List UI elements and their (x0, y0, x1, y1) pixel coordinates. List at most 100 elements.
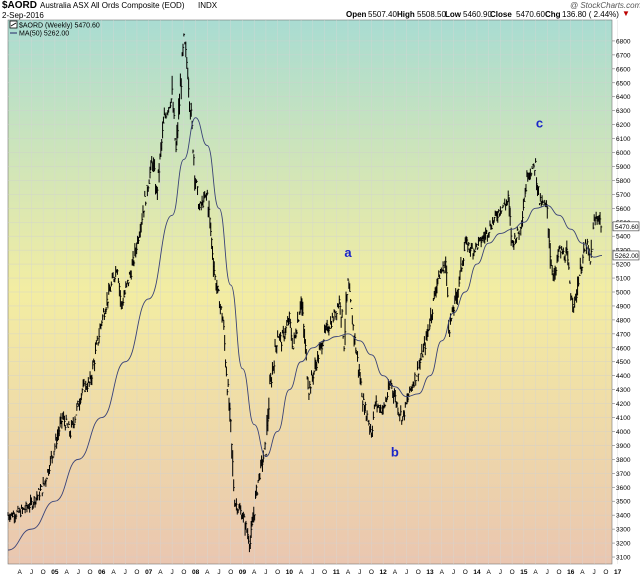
x-tick-label: J (77, 569, 80, 576)
x-tick-label: O (275, 569, 280, 576)
y-tick-label: 5700 (616, 192, 631, 199)
y-tick-label: 6500 (616, 80, 631, 87)
x-tick-label: 16 (567, 569, 575, 576)
x-tick-label: A (158, 569, 163, 576)
x-tick-label: 14 (473, 569, 481, 576)
y-tick-label: 6200 (616, 122, 631, 129)
y-tick-label: 6000 (616, 150, 631, 157)
x-tick-label: J (546, 569, 549, 576)
x-tick-label: O (322, 569, 327, 576)
x-tick-label: 07 (145, 569, 153, 576)
x-tick-label: J (499, 569, 502, 576)
close-label: Close (490, 10, 512, 19)
y-tick-label: 4400 (616, 373, 631, 380)
y-tick-label: 3300 (616, 527, 631, 534)
y-tick-label: 3400 (616, 513, 631, 520)
y-tick-label: 6800 (616, 38, 631, 45)
x-tick-label: 12 (380, 569, 388, 576)
last-value-tag (612, 250, 640, 261)
open-label: Open (346, 10, 367, 19)
x-tick-label: O (416, 569, 421, 576)
low-label: Low (445, 10, 461, 19)
y-tick-label: 5900 (616, 164, 631, 171)
wave-label-a: a (344, 245, 352, 260)
last-value-tags: 5470.60 5262.00 (612, 221, 640, 261)
y-axis-ticks: 3100 3200 3300 3400 3500 3600 3700 3800 3900 4000… (612, 38, 631, 562)
y-tick-label: 5400 (616, 234, 631, 241)
description-label: Australia ASX All Ords Composite (EOD) (40, 1, 185, 10)
high-label: High (397, 10, 415, 19)
x-tick-label: A (64, 569, 69, 576)
last-value-tag-label: 5470.60 (615, 224, 639, 231)
x-tick-label: A (580, 569, 585, 576)
wave-label-b: b (391, 445, 399, 460)
legend-ma-label: MA(50) 5262.00 (19, 31, 69, 38)
legend-price-label: $AORD (Weekly) 5470.60 (19, 23, 100, 30)
x-tick-label: J (311, 569, 314, 576)
x-tick-label: 15 (520, 569, 528, 576)
x-tick-label: 09 (239, 569, 247, 576)
y-tick-label: 4200 (616, 401, 631, 408)
x-tick-label: A (205, 569, 210, 576)
y-tick-label: 4000 (616, 429, 631, 436)
y-tick-label: 3500 (616, 499, 631, 506)
last-value-tag-label: 5262.00 (615, 253, 639, 260)
watermark: @ StockCharts.com (570, 1, 640, 10)
x-tick-label: A (252, 569, 257, 576)
y-tick-label: 4900 (616, 303, 631, 310)
x-tick-label: O (510, 569, 515, 576)
y-tick-label: 4300 (616, 387, 631, 394)
x-tick-label: 08 (192, 569, 200, 576)
x-tick-label: J (217, 569, 220, 576)
exchange-label: INDX (198, 1, 218, 10)
y-tick-label: 4800 (616, 317, 631, 324)
x-tick-label: 06 (98, 569, 106, 576)
x-tick-label: A (440, 569, 445, 576)
x-tick-label: J (264, 569, 267, 576)
chart-header: $AORD Australia ASX All Ords Composite (… (0, 0, 640, 20)
y-tick-label: 5000 (616, 290, 631, 297)
wave-label-c: c (536, 115, 543, 130)
x-tick-label: O (603, 569, 608, 576)
x-tick-label: A (533, 569, 538, 576)
wave-annotations: a b c (344, 115, 543, 459)
x-tick-label: A (18, 569, 23, 576)
x-tick-label: J (358, 569, 361, 576)
y-tick-label: 6100 (616, 136, 631, 143)
x-tick-label: 11 (333, 569, 340, 576)
x-tick-label: J (124, 569, 127, 576)
y-tick-label: 3800 (616, 457, 631, 464)
y-tick-label: 4700 (616, 331, 631, 338)
y-tick-label: 5200 (616, 262, 631, 269)
high-value: 5508.50 (417, 10, 446, 19)
x-tick-label: A (299, 569, 304, 576)
y-tick-label: 6400 (616, 94, 631, 101)
y-tick-label: 6700 (616, 52, 631, 59)
x-tick-label: O (556, 569, 561, 576)
y-tick-label: 4100 (616, 415, 631, 422)
y-tick-label: 5600 (616, 206, 631, 213)
y-tick-label: 3900 (616, 443, 631, 450)
x-tick-label: J (405, 569, 408, 576)
low-value: 5460.90 (463, 10, 492, 19)
x-tick-label: J (593, 569, 596, 576)
x-tick-label: O (41, 569, 46, 576)
open-value: 5507.40 (368, 10, 397, 19)
x-axis-ticks: A J O 05 A J O 06 A J O 07 A J O 08 A J O 09 A J O 10 A J O 11 A J O 12… (18, 569, 622, 576)
last-value-tag (612, 221, 640, 232)
y-tick-label: 3600 (616, 485, 631, 492)
x-tick-label: J (171, 569, 174, 576)
y-tick-label: 3100 (616, 555, 631, 562)
x-tick-label: 10 (286, 569, 294, 576)
ma-line (7, 117, 603, 551)
y-tick-label: 3200 (616, 541, 631, 548)
y-tick-label: 5800 (616, 178, 631, 185)
x-tick-label: A (346, 569, 351, 576)
x-tick-label: O (369, 569, 374, 576)
y-tick-label: 3700 (616, 471, 631, 478)
x-tick-label: O (181, 569, 186, 576)
x-tick-label: 17 (614, 569, 622, 576)
chg-value: 136.80 ( 2.44%) (562, 10, 619, 19)
x-tick-label: 13 (426, 569, 434, 576)
